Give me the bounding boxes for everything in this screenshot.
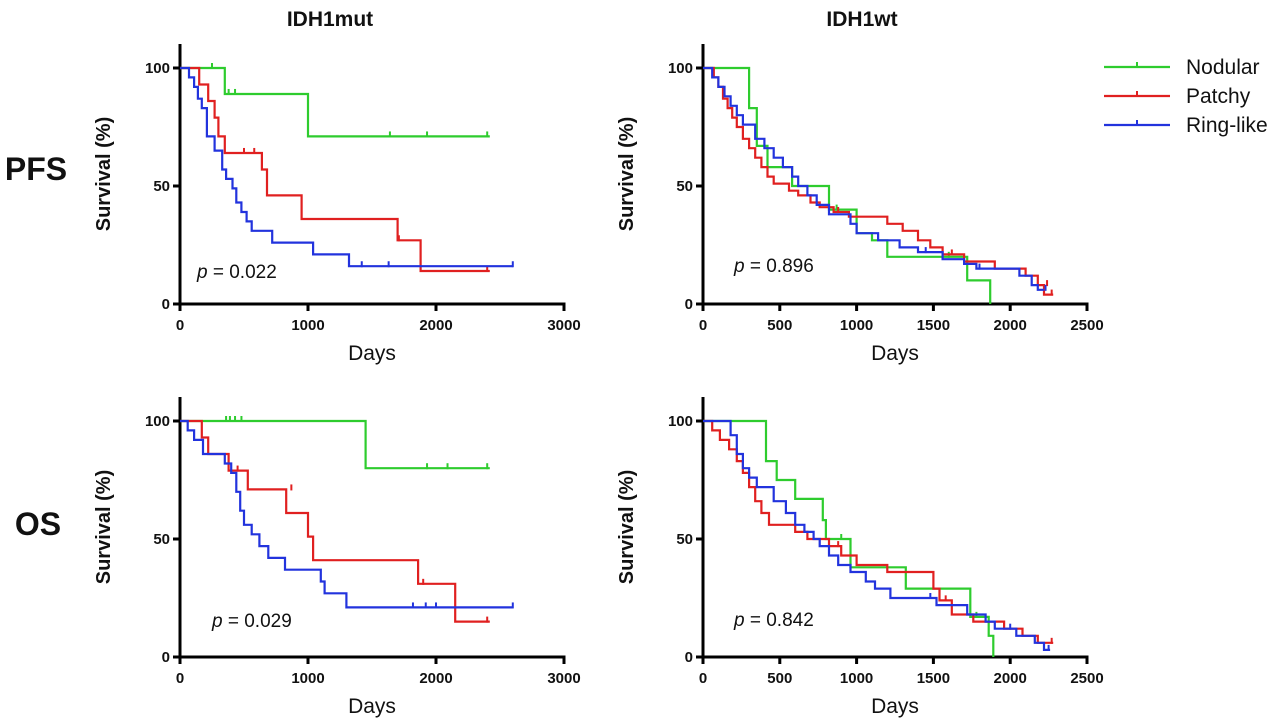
- x-axis-title: Days: [871, 342, 919, 365]
- y-axis-title: Survival (%): [93, 470, 115, 584]
- series-line-ring-like: [180, 419, 513, 609]
- x-tick-label: 500: [767, 317, 792, 334]
- y-tick-label: 0: [685, 649, 693, 666]
- x-tick-label: 2500: [1070, 317, 1103, 334]
- series-line-nodular: [180, 66, 490, 138]
- legend-label-ring-like: Ring-like: [1186, 114, 1268, 137]
- y-tick-label: 100: [668, 60, 693, 77]
- row-title-os: OS: [15, 506, 61, 542]
- x-tick-label: 2000: [419, 670, 452, 687]
- y-tick-label: 100: [145, 60, 170, 77]
- x-tick-label: 0: [176, 670, 184, 687]
- x-axis-title: Days: [871, 695, 919, 718]
- y-axis-title: Survival (%): [93, 117, 115, 231]
- x-tick-label: 3000: [547, 317, 580, 334]
- y-tick-label: 50: [676, 178, 693, 195]
- series-line-ring-like: [703, 419, 1051, 651]
- column-title-idh1mut: IDH1mut: [287, 8, 373, 31]
- legend-label-patchy: Patchy: [1186, 85, 1251, 108]
- x-tick-label: 2000: [994, 670, 1027, 687]
- series-line-patchy: [180, 419, 490, 623]
- p-value: p = 0.029: [211, 611, 292, 632]
- y-tick-label: 50: [676, 531, 693, 548]
- x-tick-label: 1000: [291, 317, 324, 334]
- x-tick-label: 1000: [840, 317, 873, 334]
- y-tick-label: 0: [162, 296, 170, 313]
- x-tick-label: 1500: [917, 317, 950, 334]
- x-tick-label: 2000: [419, 317, 452, 334]
- p-value: p = 0.022: [196, 262, 277, 283]
- row-title-pfs: PFS: [5, 151, 67, 187]
- x-tick-label: 1500: [917, 670, 950, 687]
- x-tick-label: 1000: [840, 670, 873, 687]
- y-tick-label: 100: [668, 413, 693, 430]
- x-tick-label: 0: [699, 317, 707, 334]
- x-tick-label: 500: [767, 670, 792, 687]
- series-line-ring-like: [180, 66, 513, 268]
- y-tick-label: 50: [153, 178, 170, 195]
- x-tick-label: 1000: [291, 670, 324, 687]
- x-axis-title: Days: [348, 695, 396, 718]
- y-axis-title: Survival (%): [616, 117, 638, 231]
- series-line-patchy: [703, 66, 1054, 296]
- column-title-idh1wt: IDH1wt: [826, 8, 897, 31]
- series-line-ring-like: [703, 66, 1044, 291]
- series-line-nodular: [180, 419, 490, 470]
- x-tick-label: 0: [699, 670, 707, 687]
- x-axis-title: Days: [348, 342, 396, 365]
- p-value: p = 0.896: [733, 256, 814, 277]
- y-axis-title: Survival (%): [616, 470, 638, 584]
- legend: Nodular Patchy Ring-like: [1104, 56, 1268, 137]
- y-tick-label: 100: [145, 413, 170, 430]
- x-tick-label: 2000: [994, 317, 1027, 334]
- y-tick-label: 50: [153, 531, 170, 548]
- x-tick-label: 2500: [1070, 670, 1103, 687]
- x-tick-label: 0: [176, 317, 184, 334]
- y-tick-label: 0: [162, 649, 170, 666]
- legend-label-nodular: Nodular: [1186, 56, 1260, 79]
- x-tick-label: 3000: [547, 670, 580, 687]
- y-tick-label: 0: [685, 296, 693, 313]
- p-value: p = 0.842: [733, 610, 814, 631]
